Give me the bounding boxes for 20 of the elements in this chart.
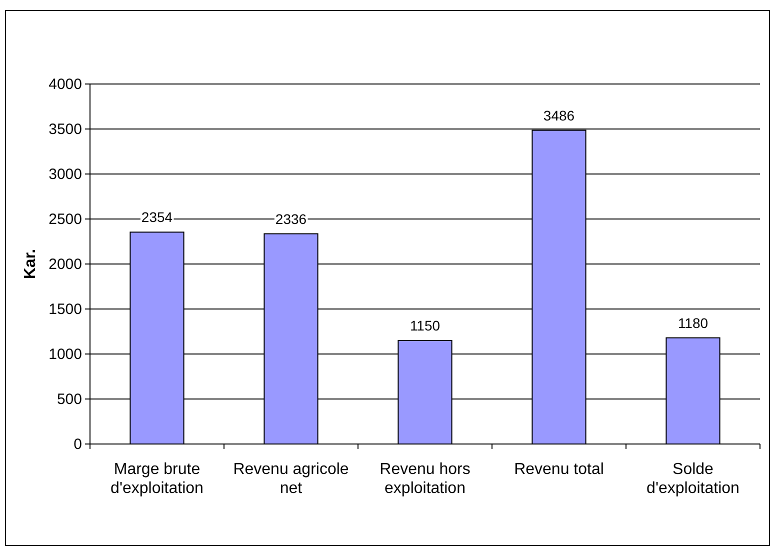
y-axis-title: Kar. <box>22 248 39 280</box>
x-tick-label: Solde d'exploitation <box>646 461 740 497</box>
y-tick-label: 2000 <box>48 256 82 273</box>
y-tick-label: 0 <box>74 436 82 453</box>
data-label: 1150 <box>410 318 440 334</box>
data-label: 1180 <box>678 314 708 331</box>
y-tick-label: 1000 <box>48 346 82 363</box>
data-label: 3486 <box>543 107 575 124</box>
x-tick-label: Revenu agricole net <box>233 461 349 497</box>
data-label: 2336 <box>275 210 307 227</box>
x-tick-label: Revenu total <box>514 461 604 478</box>
y-tick-label: 1500 <box>48 300 82 318</box>
x-tick-label: Marge brute d'exploitation <box>110 461 204 497</box>
y-tick-label: 3500 <box>48 120 82 138</box>
data-label: 2354 <box>141 209 173 226</box>
y-tick-label: 500 <box>56 390 82 408</box>
y-tick-label: 3000 <box>48 166 82 183</box>
x-tick-label: Revenu hors exploitation <box>380 461 470 497</box>
y-tick-label: 2500 <box>48 210 82 228</box>
y-tick-label: 4000 <box>48 76 82 93</box>
